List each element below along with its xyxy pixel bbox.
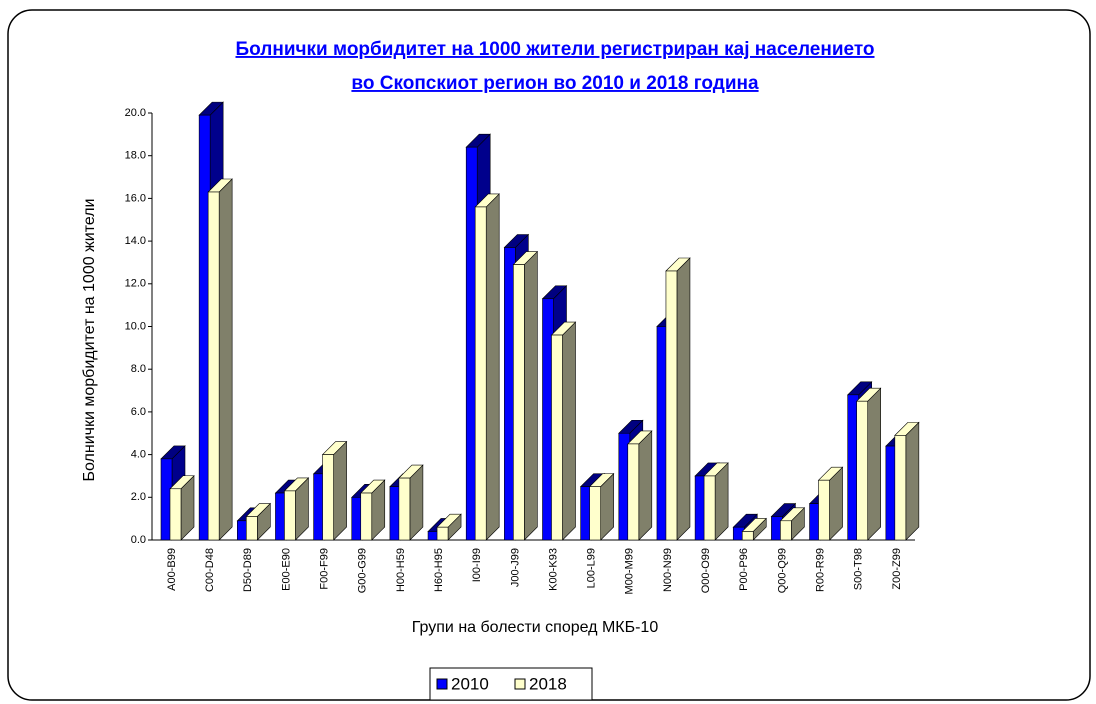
bar [741, 517, 767, 541]
x-tick-label: R00-R99 [814, 548, 826, 592]
bar [627, 430, 653, 541]
legend-label: 2010 [451, 674, 489, 693]
x-tick-label: C00-D48 [204, 548, 216, 592]
bar-front [780, 520, 792, 541]
y-tick-label: 18.0 [125, 150, 146, 162]
bar [588, 472, 615, 541]
bar-front [360, 492, 373, 541]
x-tick-label: I00-I99 [471, 548, 483, 582]
bar [436, 513, 462, 541]
bar [855, 387, 882, 541]
bar [207, 178, 233, 541]
x-tick-label: D50-D89 [242, 548, 254, 592]
x-tick-label: F00-F99 [319, 548, 331, 590]
legend-swatch [436, 678, 448, 690]
y-tick-label: 0.0 [131, 534, 146, 546]
bar [550, 321, 577, 541]
bar-front [818, 479, 830, 541]
y-tick-label: 8.0 [131, 363, 146, 375]
bar [245, 502, 272, 541]
legend-box [429, 667, 593, 701]
bar [360, 479, 386, 541]
x-tick-label: O00-O99 [700, 548, 712, 593]
legend: 2010 2018 [429, 667, 593, 701]
bar-side [562, 321, 576, 541]
legend-swatch [514, 678, 526, 690]
chart-title: во Скопскиот регион во 2010 и 2018 годин… [351, 73, 759, 94]
bar [779, 507, 806, 541]
x-tick-label: S00-T98 [853, 548, 865, 590]
bar [512, 250, 539, 541]
bar-front [284, 490, 296, 541]
bar [817, 466, 844, 541]
bar [169, 475, 195, 541]
x-axis-label: Групи на болести според МКБ-10 [412, 619, 659, 636]
x-tick-label: M00-M99 [624, 548, 636, 594]
bar-front [856, 400, 869, 541]
chart-title: Болнички морбидитет на 1000 жители регис… [236, 39, 875, 60]
bar-front [589, 486, 601, 541]
bar [703, 462, 729, 541]
y-tick-label: 2.0 [131, 491, 146, 503]
y-axis-label: Болнички морбидитет на 1000 жители [81, 199, 98, 482]
bar-front [322, 454, 334, 541]
x-tick-label: H60-H95 [433, 548, 445, 592]
bar-front [246, 516, 258, 541]
x-tick-label: K00-K93 [547, 548, 559, 591]
bar [665, 257, 691, 541]
bar-front [436, 526, 449, 541]
bar-front [703, 475, 716, 541]
bar-side [524, 250, 538, 541]
bar-front [665, 270, 678, 541]
y-tick-label: 12.0 [125, 278, 146, 290]
bar [398, 464, 424, 541]
bar-front [627, 443, 640, 541]
bar-front [741, 531, 754, 541]
bar-front [169, 488, 182, 541]
bar-front [474, 206, 487, 541]
bar-front [207, 191, 220, 541]
bar-side [218, 178, 233, 541]
x-tick-label: H00-H59 [395, 548, 407, 592]
bar [474, 193, 500, 541]
x-tick-label: Z00-Z99 [891, 548, 903, 590]
bar-side [676, 257, 691, 541]
bar-front [398, 477, 411, 541]
bar [321, 440, 348, 541]
bar-front [513, 264, 525, 541]
x-tick-label: N00-N99 [662, 548, 674, 592]
y-tick-label: 14.0 [125, 235, 146, 247]
x-tick-label: G00-G99 [357, 548, 369, 593]
bar-side [867, 387, 882, 541]
x-tick-label: E00-E90 [280, 548, 292, 591]
bar-side [714, 462, 729, 541]
bar-front [894, 435, 907, 541]
bar [894, 421, 920, 541]
bar [283, 477, 310, 541]
x-tick-label: J00-J99 [509, 548, 521, 587]
y-tick-label: 16.0 [125, 192, 146, 204]
y-tick-label: 6.0 [131, 406, 146, 418]
legend-label: 2018 [529, 674, 567, 693]
y-tick-label: 20.0 [125, 107, 146, 119]
x-tick-label: P00-P96 [738, 548, 750, 591]
bar-front [551, 334, 563, 541]
bar-side [485, 193, 500, 541]
x-tick-label: Q00-Q99 [776, 548, 788, 593]
x-tick-label: A00-B99 [166, 548, 178, 591]
bar-side [333, 440, 347, 541]
bar-side [638, 430, 653, 541]
y-tick-label: 4.0 [131, 449, 146, 461]
bar-side [905, 421, 920, 541]
y-tick-label: 10.0 [125, 320, 146, 332]
x-tick-label: L00-L99 [586, 548, 598, 588]
